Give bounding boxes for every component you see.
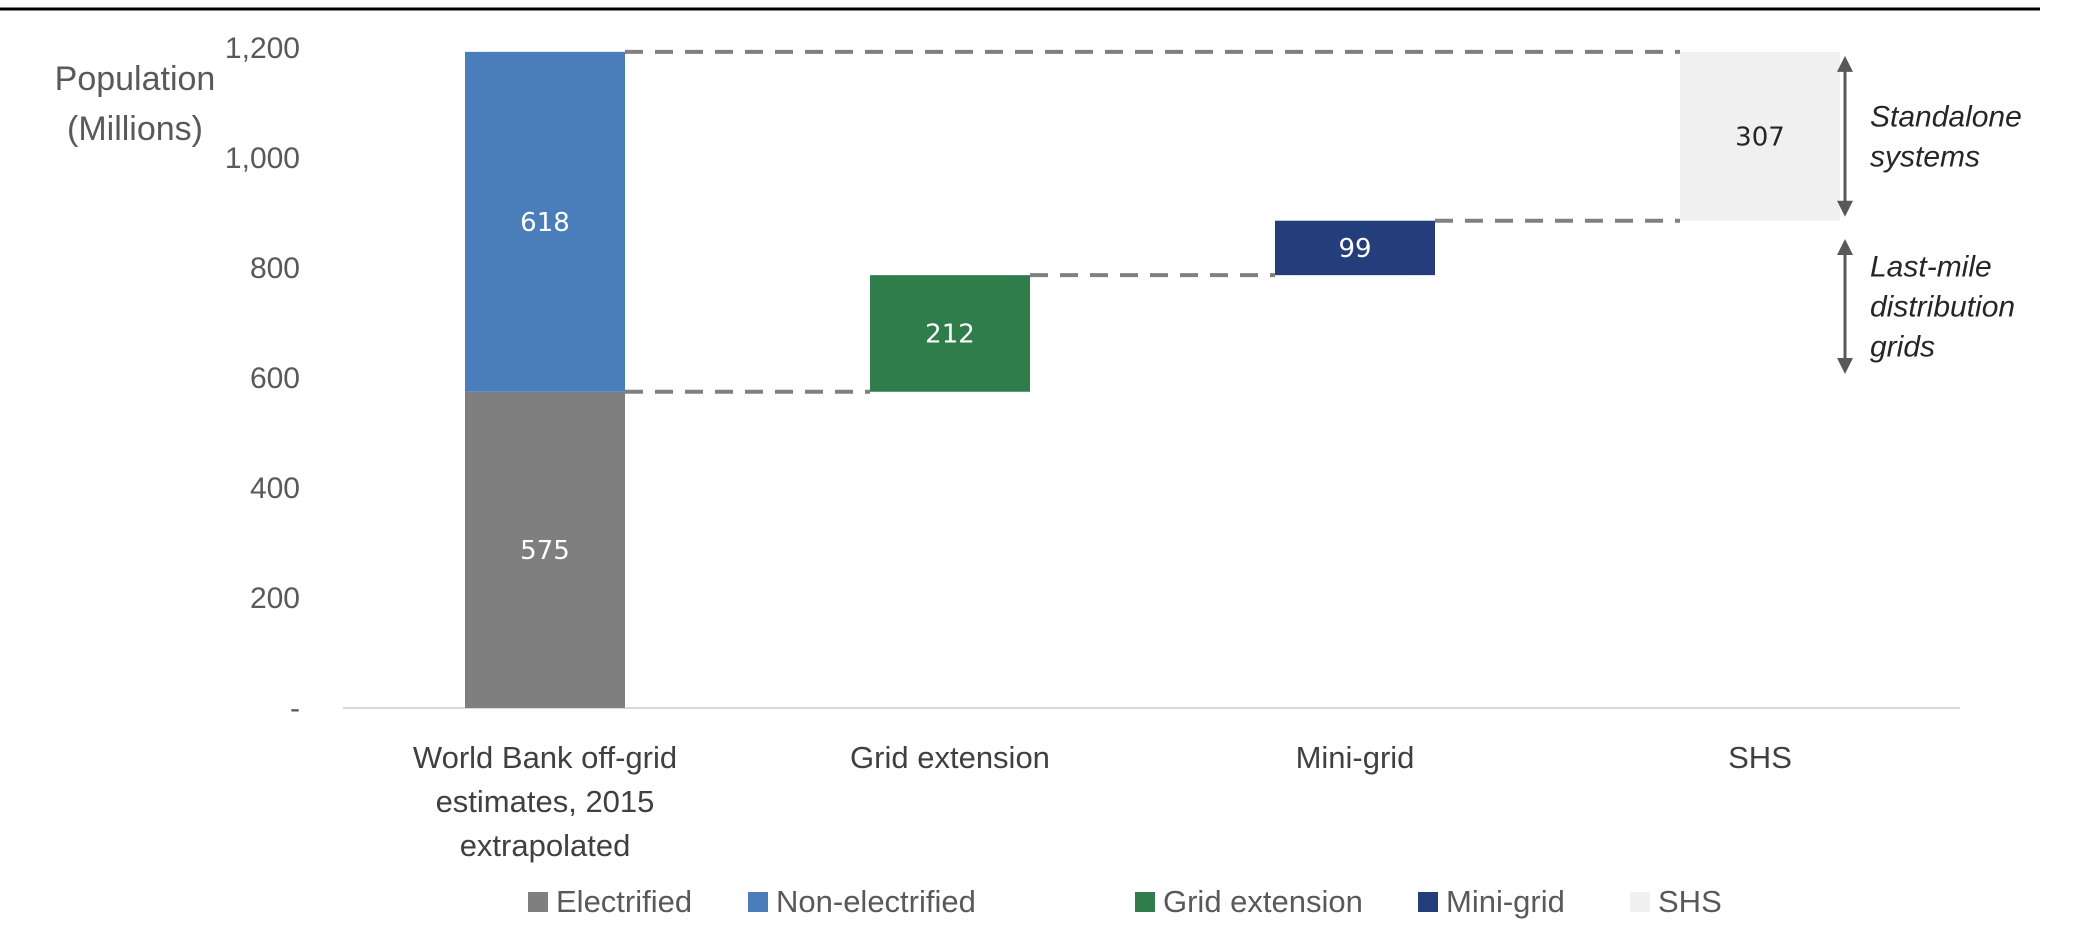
legend-swatch-non-electrified <box>748 892 768 912</box>
legend-label-electrified: Electrified <box>556 884 692 919</box>
y-axis-label: Population (Millions) <box>55 60 216 148</box>
annotation-label-1: Last-mile distribution grids <box>1870 251 2015 364</box>
bars: 575 618 212 99 307 <box>465 51 1840 708</box>
bar-mini-grid <box>1275 220 1435 276</box>
y-tick-label: 1,000 <box>225 142 300 175</box>
legend-swatch-electrified <box>528 892 548 912</box>
category-label-1: Grid extension <box>850 740 1050 775</box>
legend-swatch-mini-grid <box>1418 892 1438 912</box>
category-label-3: SHS <box>1728 740 1792 775</box>
data-label-non-electrified: 618 <box>520 208 570 238</box>
legend-label-non-electrified: Non-electrified <box>776 884 976 919</box>
legend-label-mini-grid: Mini-grid <box>1446 884 1565 919</box>
annotation-arrowhead-down-0 <box>1837 200 1853 217</box>
bar-grid-extension <box>870 275 1030 392</box>
y-tick-label: 1,200 <box>225 32 300 65</box>
y-tick-label: 600 <box>250 362 300 395</box>
bar-electrified <box>465 391 625 708</box>
legend-swatch-shs <box>1630 892 1650 912</box>
annotation-arrowhead-down-1 <box>1837 358 1853 374</box>
category-label-2: Mini-grid <box>1296 740 1415 775</box>
y-tick-label: - <box>290 692 300 725</box>
annotations: Standalone systems Last-mile distribution gr… <box>1837 55 2022 374</box>
bar-non-electrified <box>465 51 625 392</box>
bar-shs <box>1680 51 1840 221</box>
category-label-0: World Bank off-grid estimates, 2015 extrap… <box>413 740 677 863</box>
axes: - 200 400 600 800 1,000 1,200 Population (Millio… <box>55 32 1960 863</box>
legend-label-shs: SHS <box>1658 884 1722 919</box>
y-tick-label: 200 <box>250 582 300 615</box>
data-label-mini-grid: 99 <box>1338 234 1371 264</box>
legend: Electrified Non-electrified Grid extension… <box>528 884 1722 919</box>
data-label-shs: 307 <box>1735 122 1785 152</box>
legend-swatch-grid-extension <box>1135 892 1155 912</box>
annotation-arrowhead-up-0 <box>1837 55 1853 72</box>
data-label-grid-extension: 212 <box>925 319 975 349</box>
data-label-electrified: 575 <box>520 536 570 566</box>
y-tick-label: 400 <box>250 472 300 505</box>
legend-label-grid-extension: Grid extension <box>1163 884 1363 919</box>
annotation-arrowhead-up-1 <box>1837 239 1853 255</box>
annotation-label-0: Standalone systems <box>1870 100 2022 173</box>
y-tick-label: 800 <box>250 252 300 285</box>
connector-lines <box>625 49 1680 394</box>
